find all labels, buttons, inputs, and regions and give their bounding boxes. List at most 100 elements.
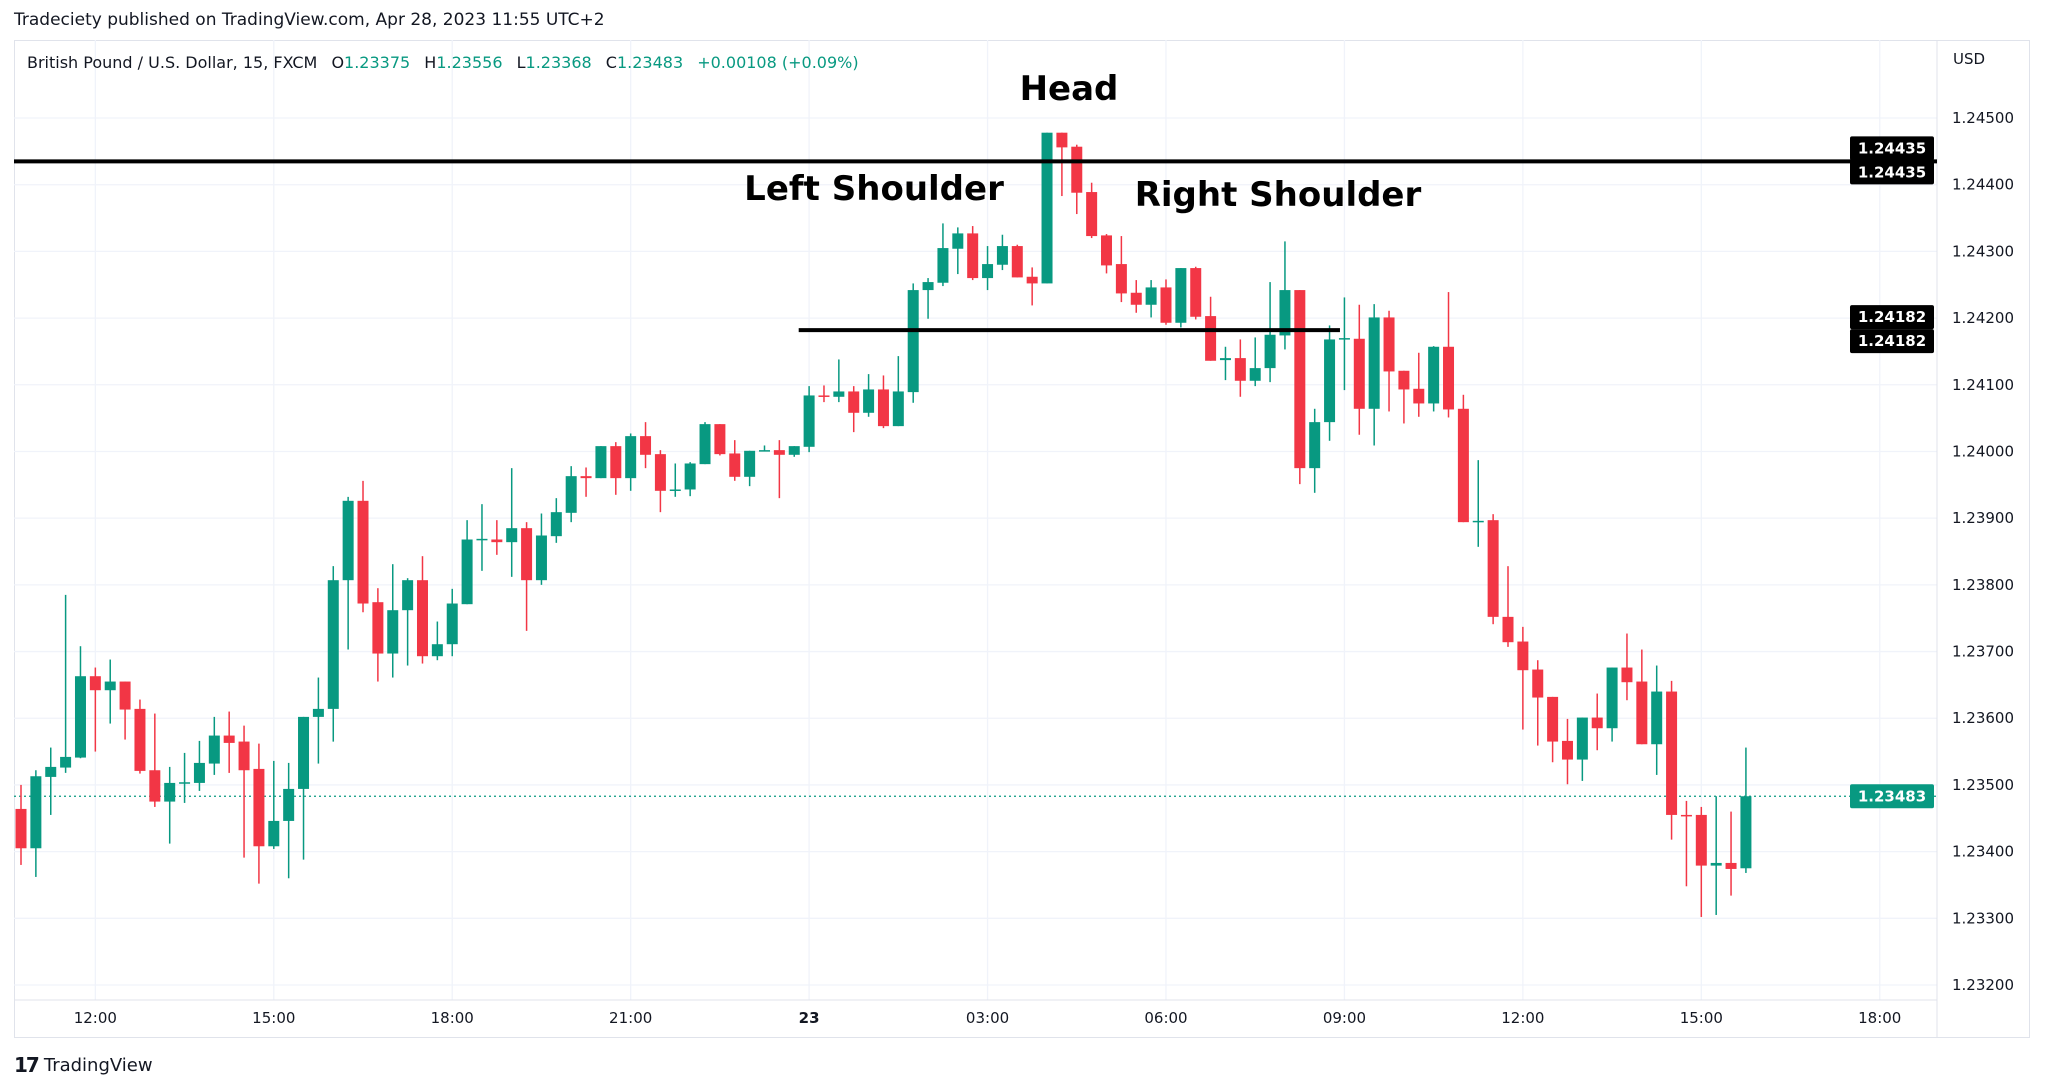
high-label: H [424, 53, 437, 72]
y-tick-label: 1.24300 [1952, 242, 2014, 260]
candle [179, 752, 191, 803]
candle [521, 522, 533, 631]
candle-body [1353, 338, 1365, 409]
candle [877, 375, 889, 429]
candle-body [431, 644, 443, 657]
candle-body [863, 389, 875, 413]
last-price-label: 1.23483 [1858, 787, 1926, 805]
candle-body [1547, 696, 1559, 742]
candle-body [342, 500, 354, 581]
tradingview-logo[interactable]: 17 TradingView [14, 1053, 153, 1077]
candle [595, 446, 607, 479]
candle-body [1071, 146, 1083, 193]
candle [1145, 280, 1157, 318]
y-tick-label: 1.24000 [1952, 442, 2014, 460]
x-tick-label: 18:00 [1858, 1009, 1901, 1027]
candle-body [298, 716, 310, 789]
y-tick-label: 1.23700 [1952, 643, 2014, 661]
candle [1264, 282, 1276, 383]
line-price-label: 1.24182 [1858, 308, 1926, 326]
candle [1324, 325, 1336, 441]
candle [1071, 144, 1083, 215]
candle-body [164, 782, 176, 802]
candle [699, 422, 711, 465]
candle-body [996, 246, 1008, 265]
tradingview-logo-icon: 17 [14, 1053, 40, 1077]
candle-body [1160, 287, 1172, 323]
candle-body [535, 535, 547, 581]
candle-body [803, 395, 815, 447]
line-price-label: 1.24182 [1858, 332, 1926, 350]
candle [1353, 304, 1365, 435]
pattern-annotation: Head [1020, 69, 1119, 109]
candle-body [1086, 192, 1098, 237]
candle [1740, 747, 1752, 873]
candle-body [625, 436, 637, 479]
candle [1294, 290, 1306, 485]
candle [1561, 718, 1573, 785]
candle [729, 440, 741, 481]
candle-body [1011, 246, 1023, 278]
candle-body [15, 808, 27, 849]
candle [119, 681, 131, 740]
candle [89, 667, 101, 752]
candle [1666, 680, 1678, 840]
symbol-title[interactable]: British Pound / U.S. Dollar, 15, FXCM [27, 53, 318, 72]
candle [788, 446, 800, 457]
candle-body [744, 450, 756, 477]
candle-body [327, 580, 339, 709]
x-tick-label: 12:00 [1501, 1009, 1544, 1027]
candle [416, 556, 428, 664]
candle-body [788, 446, 800, 455]
candle [342, 496, 354, 650]
candle [684, 462, 696, 497]
candle-body [1309, 422, 1321, 469]
candle-body [759, 450, 770, 452]
y-tick-label: 1.24500 [1952, 109, 2014, 127]
currency-label[interactable]: USD [1953, 50, 1986, 68]
candle [535, 513, 547, 585]
candle-body [1457, 408, 1469, 523]
candle-body [982, 264, 994, 279]
candle-body [1294, 290, 1306, 469]
candle [283, 762, 295, 879]
candle-body [1234, 358, 1246, 381]
candle-body [387, 610, 399, 654]
y-tick-label: 1.24100 [1952, 376, 2014, 394]
candle [1725, 811, 1737, 896]
candle [580, 467, 592, 497]
candlestick-chart[interactable]: 1.24500 1.24400 1.24300 1.24200 1.24100 1.240… [14, 40, 2030, 1038]
y-tick-label: 1.23400 [1952, 843, 2014, 861]
candle [1309, 408, 1321, 493]
candle-body [1249, 368, 1261, 381]
candle-body [1606, 667, 1618, 729]
candle [1576, 717, 1588, 781]
candle [863, 374, 875, 417]
x-tick-label: 21:00 [609, 1009, 652, 1027]
candle [1249, 337, 1261, 387]
candle [1234, 339, 1246, 397]
candle-body [1532, 669, 1544, 698]
candle-body [238, 741, 250, 771]
pattern-annotation: Right Shoulder [1135, 175, 1422, 215]
candle [848, 386, 860, 433]
candle-body [1338, 338, 1350, 340]
candle-body [1636, 681, 1648, 745]
candle-body [1472, 520, 1484, 523]
candle [446, 588, 458, 657]
candle-body [922, 282, 934, 291]
candle-body [1443, 346, 1455, 410]
candle [654, 450, 666, 513]
candle-body [283, 788, 295, 821]
line-price-label-box [1850, 136, 1934, 161]
candle-body [818, 395, 830, 397]
candle [803, 386, 815, 453]
candle [1115, 236, 1127, 303]
candle-body [610, 446, 622, 479]
candle [387, 564, 399, 678]
candle-body [1205, 316, 1217, 361]
candle [1472, 460, 1484, 547]
candle-body [1130, 292, 1142, 305]
candle [15, 784, 27, 865]
candle-body [74, 676, 86, 758]
